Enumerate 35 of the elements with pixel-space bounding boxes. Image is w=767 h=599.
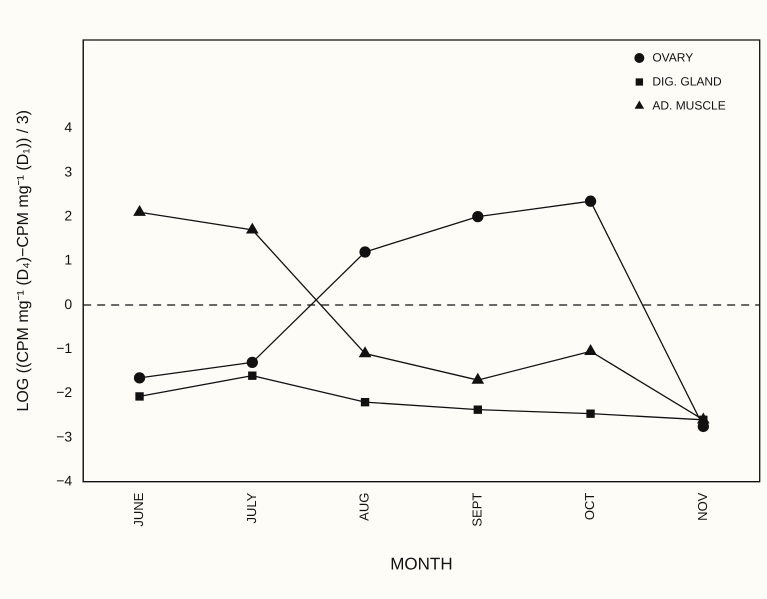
x-tick-label: NOV	[694, 492, 710, 521]
legend-label: DIG. GLAND	[652, 74, 722, 88]
x-tick-label: JULY	[244, 492, 259, 524]
x-axis-title: MONTH	[390, 554, 453, 574]
point	[134, 372, 146, 384]
x-tick-label: OCT	[582, 492, 598, 520]
point	[246, 356, 258, 368]
y-tick-label: 3	[64, 163, 72, 180]
point	[584, 344, 596, 356]
x-tick-label: JUNE	[131, 492, 146, 527]
y-tick-label: −1	[56, 340, 72, 356]
y-tick-label: 0	[64, 296, 72, 312]
x-tick-label: SEPT	[469, 492, 484, 527]
point	[472, 373, 484, 384]
x-tick-label: AUG	[356, 492, 372, 521]
y-tick-label: −4	[56, 472, 72, 489]
point	[474, 405, 482, 414]
y-tick-label: 2	[64, 208, 72, 224]
point	[584, 196, 596, 207]
point	[359, 346, 371, 358]
point	[360, 398, 370, 406]
y-tick-label: −3	[56, 428, 72, 444]
point	[135, 392, 144, 401]
y-axis-title: LOG ((CPM mg⁻¹ (D₄)−CPM mg⁻¹ (D₁)) / 3)	[15, 110, 32, 412]
legend-label: OVARY	[652, 50, 694, 64]
point	[586, 409, 595, 418]
legend-label: AD. MUSCLE	[652, 98, 726, 112]
point	[134, 206, 146, 216]
point	[246, 223, 258, 234]
y-tick-label: 1	[64, 252, 72, 268]
y-tick-label: −2	[56, 384, 72, 400]
point	[359, 246, 371, 258]
point	[248, 371, 256, 380]
y-tick-label: 4	[64, 119, 72, 136]
point	[472, 211, 484, 222]
